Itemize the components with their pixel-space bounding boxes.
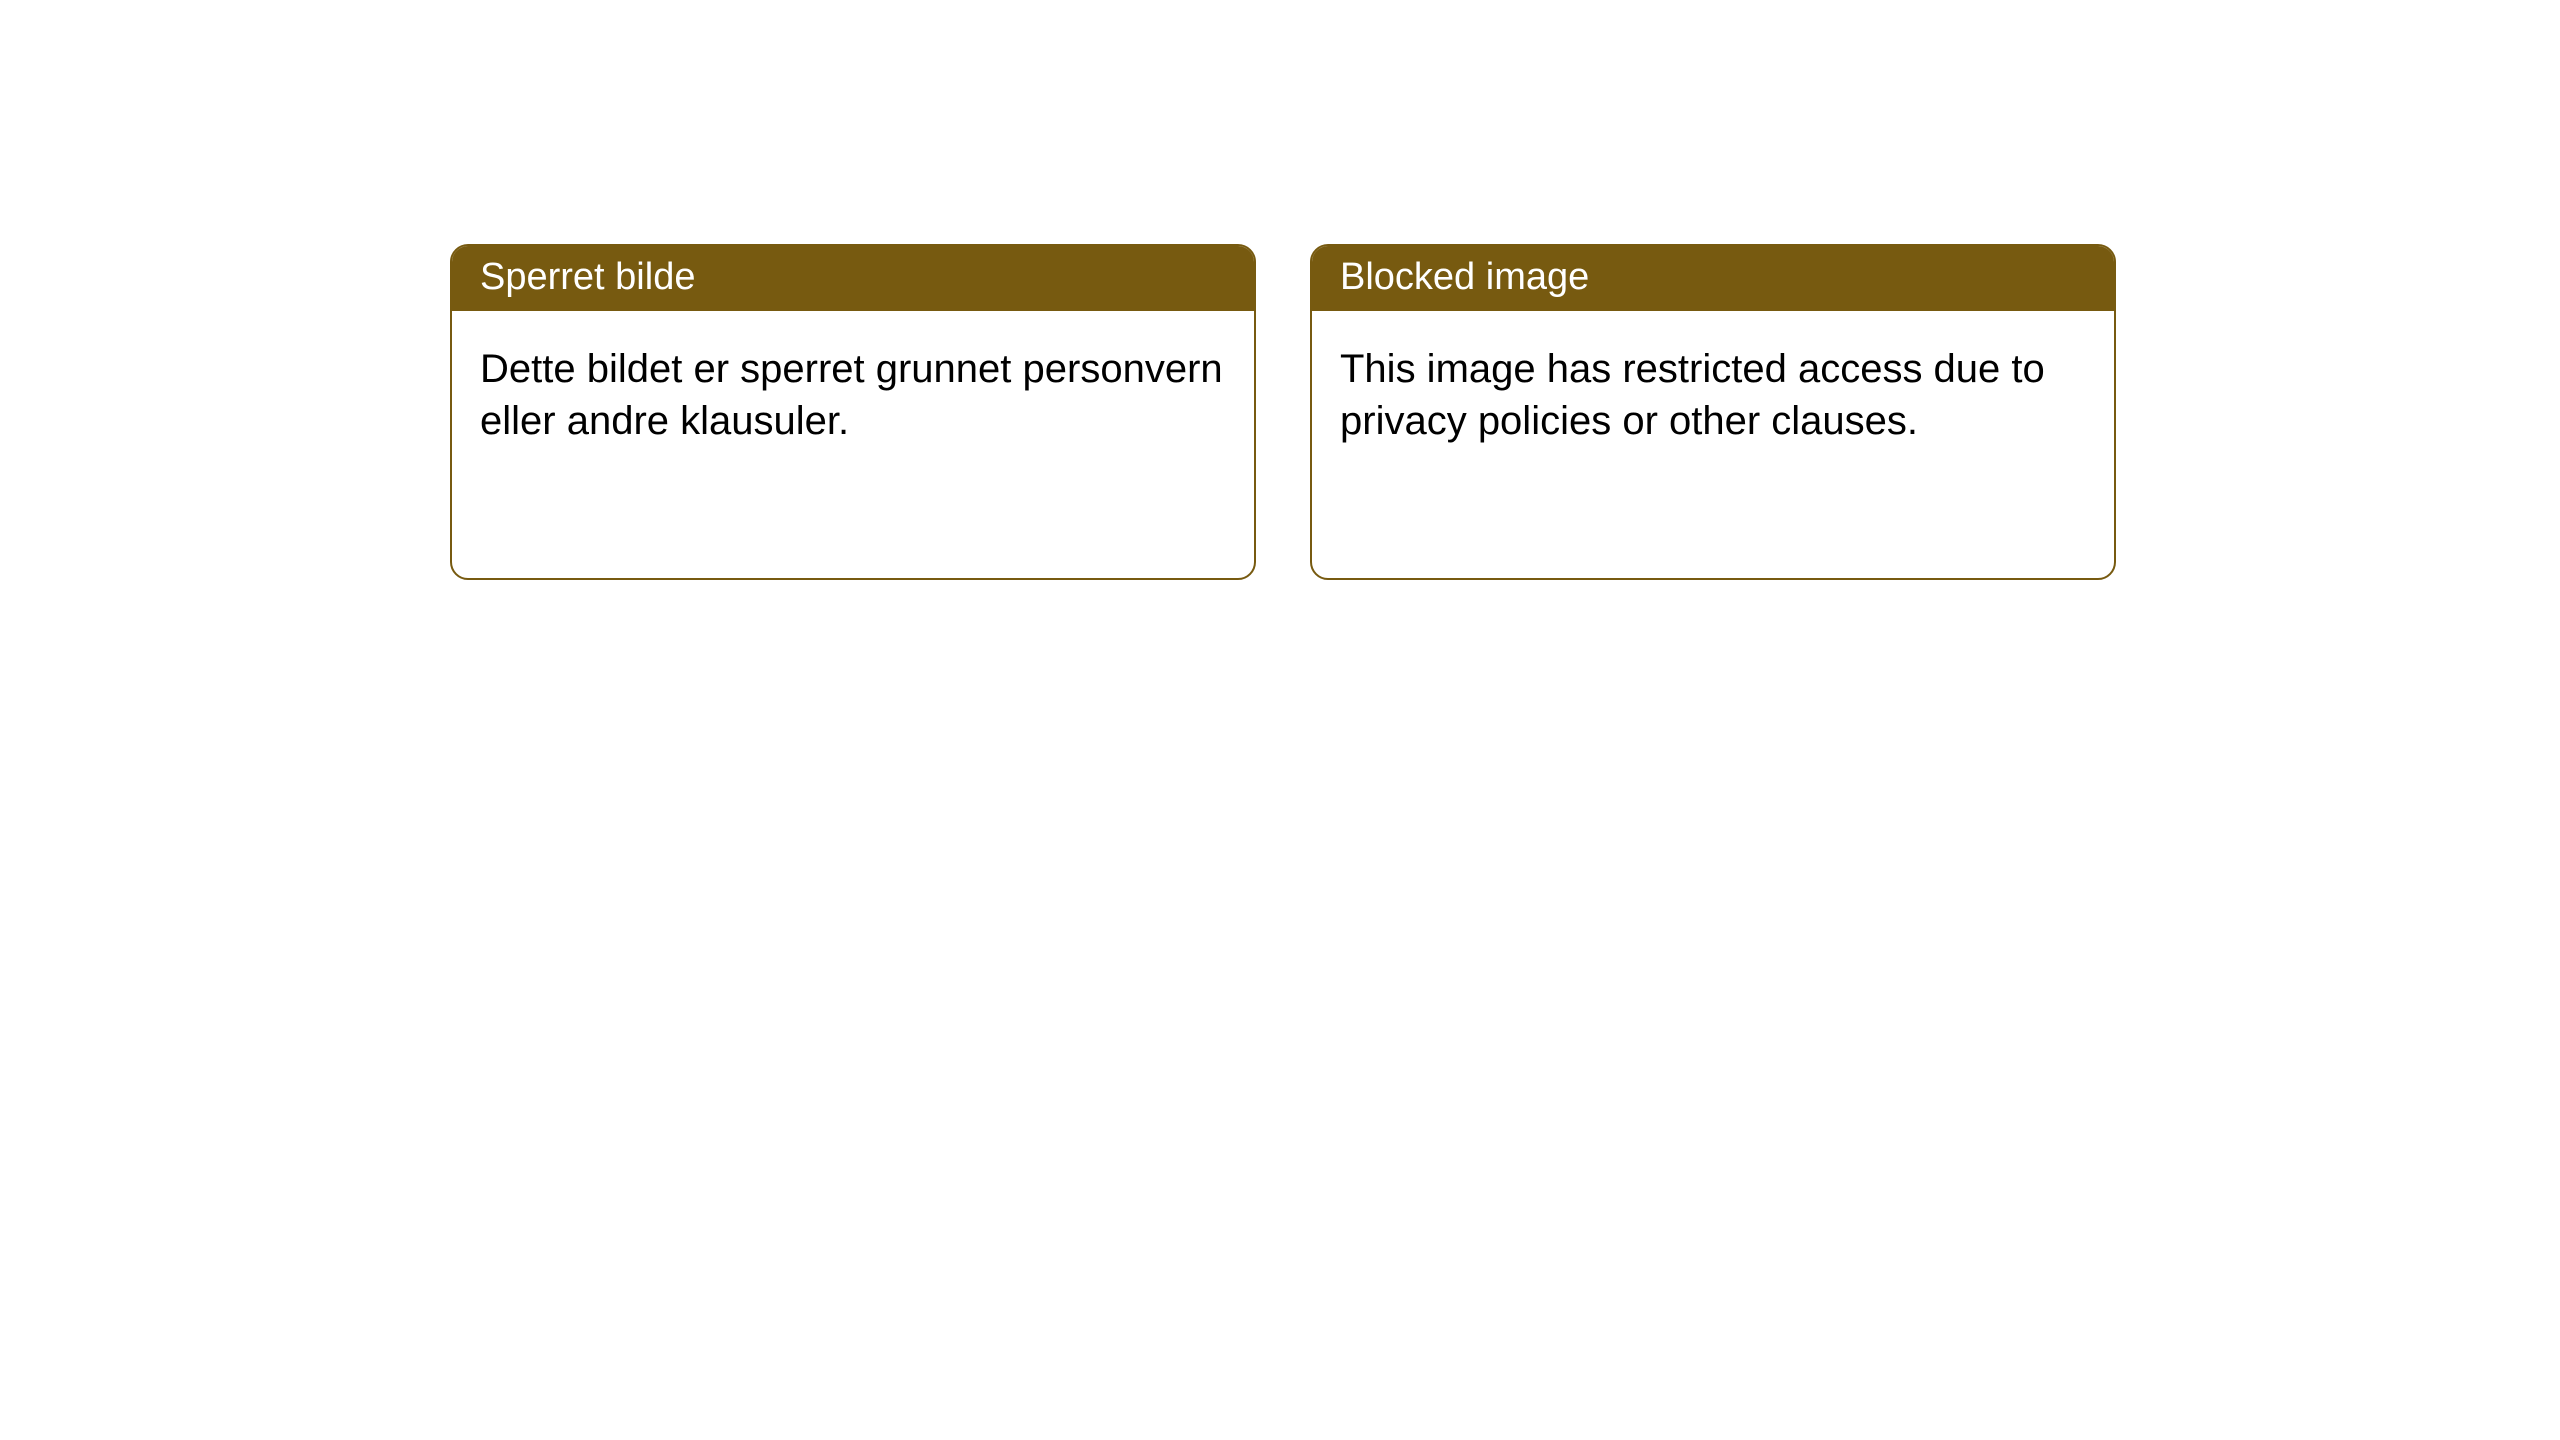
notice-body-no: Dette bildet er sperret grunnet personve… [452,311,1254,479]
notice-container: Sperret bilde Dette bildet er sperret gr… [450,244,2116,580]
notice-body-en: This image has restricted access due to … [1312,311,2114,479]
notice-box-no: Sperret bilde Dette bildet er sperret gr… [450,244,1256,580]
notice-header-no: Sperret bilde [452,246,1254,311]
notice-box-en: Blocked image This image has restricted … [1310,244,2116,580]
notice-header-en: Blocked image [1312,246,2114,311]
